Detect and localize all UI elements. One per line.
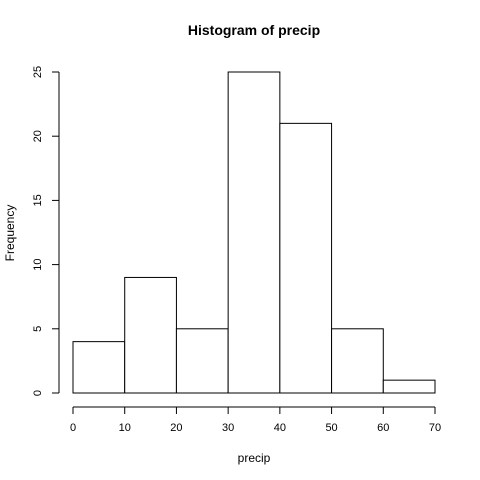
y-tick-label: 5: [32, 326, 44, 332]
histogram-bar: [175, 328, 229, 394]
y-axis: 0 5 10 15 20 25: [32, 66, 60, 396]
x-tick-label: 40: [274, 422, 286, 434]
x-tick-label: 0: [70, 422, 76, 434]
chart-title: Histogram of precip: [188, 22, 320, 38]
histogram-bar: [382, 379, 436, 394]
y-tick-label: 20: [32, 130, 44, 142]
x-axis-label: precip: [238, 451, 271, 465]
histogram-bar: [227, 71, 281, 394]
x-tick-label: 60: [377, 422, 389, 434]
histogram-bar: [331, 328, 384, 394]
x-tick-label: 10: [119, 422, 131, 434]
x-tick-label: 50: [325, 422, 337, 434]
x-axis: 0 10 20 30 40 50 60 70: [70, 406, 441, 434]
x-tick-label: 30: [222, 422, 234, 434]
y-tick-label: 25: [32, 66, 44, 78]
y-tick-label: 0: [32, 390, 44, 396]
bars-group: [72, 71, 436, 394]
x-tick-label: 70: [429, 422, 441, 434]
histogram-bar: [279, 122, 333, 394]
histogram-bar: [124, 276, 177, 394]
y-axis-label: Frequency: [3, 205, 17, 262]
y-tick-label: 15: [32, 194, 44, 206]
y-tick-label: 10: [32, 258, 44, 270]
histogram-bar: [72, 341, 126, 394]
x-tick-label: 20: [170, 422, 182, 434]
